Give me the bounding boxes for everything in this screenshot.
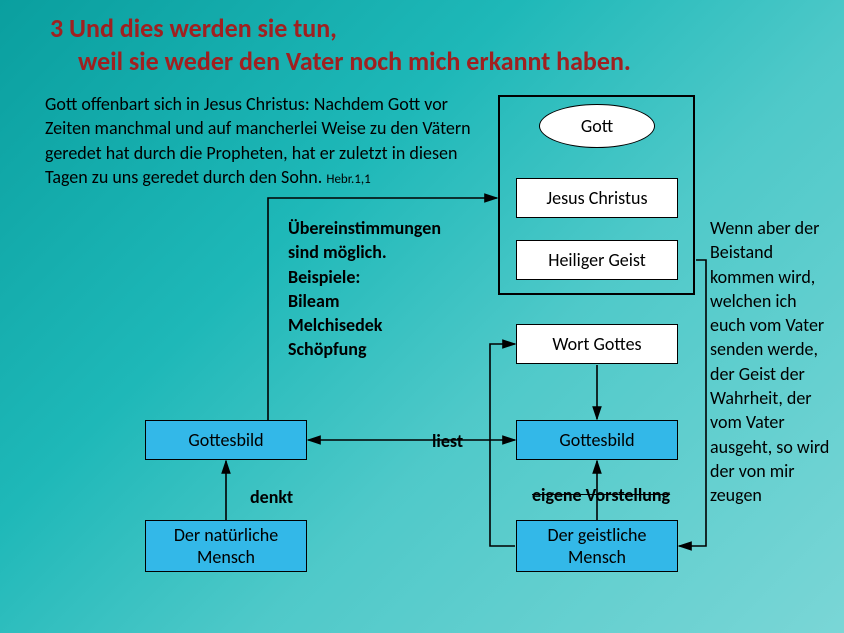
edge-geist-to-geistmensch [679,260,706,546]
middle-note: Übereinstimmungen sind möglich. Beispiel… [288,216,488,362]
middle-note-l4: Bileam [288,289,488,313]
title-line-2: weil sie weder den Vater noch mich erkan… [78,45,631,78]
title-line-1: 3 Und dies werden sie tun, [50,12,337,45]
label-eigene-vorstellung: eigene Vorstellung [532,484,670,506]
node-natuerlicher-mensch-l1: Der natürliche [174,524,278,546]
middle-note-l2: sind möglich. [288,240,488,264]
node-gott: Gott [539,104,655,148]
intro-text: Gott offenbart sich in Jesus Christus: N… [45,93,471,188]
intro-ref: Hebr.1,1 [326,172,370,187]
node-gottesbild-left: Gottesbild [145,420,307,460]
middle-note-l3: Beispiele: [288,265,488,289]
node-geistlicher-mensch-l1: Der geistliche [548,524,647,546]
label-liest: liest [432,430,463,452]
node-wort-gottes-label: Wort Gottes [552,333,641,355]
node-gottesbild-right-label: Gottesbild [559,429,634,451]
middle-note-l1: Übereinstimmungen [288,216,488,240]
edge-geistmensch-to-wort [490,344,515,546]
node-jesus: Jesus Christus [516,178,678,218]
node-heiliger-geist-label: Heiliger Geist [548,249,646,271]
node-heiliger-geist: Heiliger Geist [516,240,678,280]
node-gottesbild-right: Gottesbild [516,420,678,460]
node-geistlicher-mensch: Der geistliche Mensch [516,520,678,572]
middle-note-l6: Schöpfung [288,337,488,361]
middle-note-l5: Melchisedek [288,313,488,337]
node-gott-label: Gott [581,115,613,137]
node-gottesbild-left-label: Gottesbild [188,429,263,451]
label-denkt: denkt [250,486,293,508]
node-wort-gottes: Wort Gottes [516,324,678,364]
right-note: Wenn aber der Beistand kommen wird, welc… [710,216,835,508]
intro-paragraph: Gott offenbart sich in Jesus Christus: N… [45,92,485,189]
node-natuerlicher-mensch: Der natürliche Mensch [145,520,307,572]
node-natuerlicher-mensch-l2: Mensch [174,546,278,568]
node-geistlicher-mensch-l2: Mensch [548,546,647,568]
node-jesus-label: Jesus Christus [546,187,647,209]
